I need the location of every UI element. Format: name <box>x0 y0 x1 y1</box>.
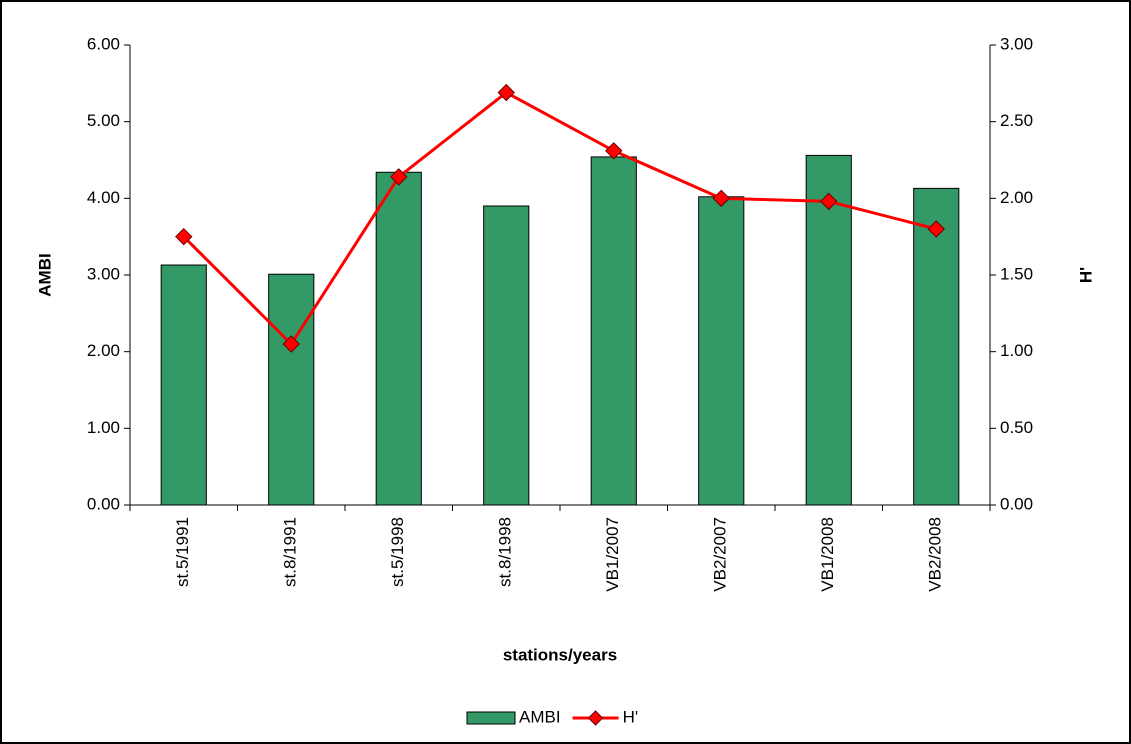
x-tick-label: st.5/1998 <box>388 517 407 587</box>
legend-swatch <box>466 711 516 725</box>
x-tick-label: VB1/2007 <box>603 517 622 592</box>
x-tick-label: VB2/2008 <box>926 517 945 592</box>
marker <box>820 192 838 211</box>
y2-tick-label: 1.00 <box>1000 341 1033 360</box>
marker <box>927 220 945 238</box>
x-tick-label: st.8/1998 <box>496 517 515 587</box>
y-tick-label: 1.00 <box>87 418 120 437</box>
y-tick-label: 2.00 <box>87 341 120 360</box>
marker <box>175 227 193 246</box>
bar <box>483 205 530 506</box>
x-axis-title: stations/years <box>503 645 617 664</box>
y-tick-label: 6.00 <box>87 34 120 53</box>
x-tick-label: VB2/2007 <box>711 517 730 592</box>
x-tick-label: st.8/1991 <box>281 517 300 587</box>
x-tick-label: VB1/2008 <box>818 517 837 592</box>
bar <box>805 154 852 506</box>
bar <box>913 187 960 506</box>
marker <box>497 83 515 102</box>
marker <box>605 142 623 160</box>
y-tick-label: 4.00 <box>87 188 120 207</box>
marker <box>282 335 300 353</box>
bar <box>160 264 207 506</box>
y-tick-label: 0.00 <box>87 494 120 513</box>
line <box>182 90 937 347</box>
y2-tick-label: 0.00 <box>1000 494 1033 513</box>
legend-label: H' <box>623 707 639 726</box>
y2-tick-label: 2.00 <box>1000 188 1033 207</box>
x-tick-label: st.5/1991 <box>173 517 192 587</box>
marker <box>712 189 730 208</box>
bar <box>590 156 637 506</box>
legend-label: AMBI <box>519 707 561 726</box>
y2-axis-title: H' <box>1076 267 1095 283</box>
bar <box>375 171 422 506</box>
legend-swatch <box>587 710 604 726</box>
y-tick-label: 5.00 <box>87 111 120 130</box>
bar <box>698 196 745 506</box>
y-axis-title: AMBI <box>35 253 54 296</box>
y2-tick-label: 0.50 <box>1000 418 1033 437</box>
bar <box>268 273 315 506</box>
marker <box>390 168 408 186</box>
y2-tick-label: 2.50 <box>1000 111 1033 130</box>
y2-tick-label: 3.00 <box>1000 34 1033 53</box>
y-tick-label: 3.00 <box>87 264 120 283</box>
y2-tick-label: 1.50 <box>1000 264 1033 283</box>
